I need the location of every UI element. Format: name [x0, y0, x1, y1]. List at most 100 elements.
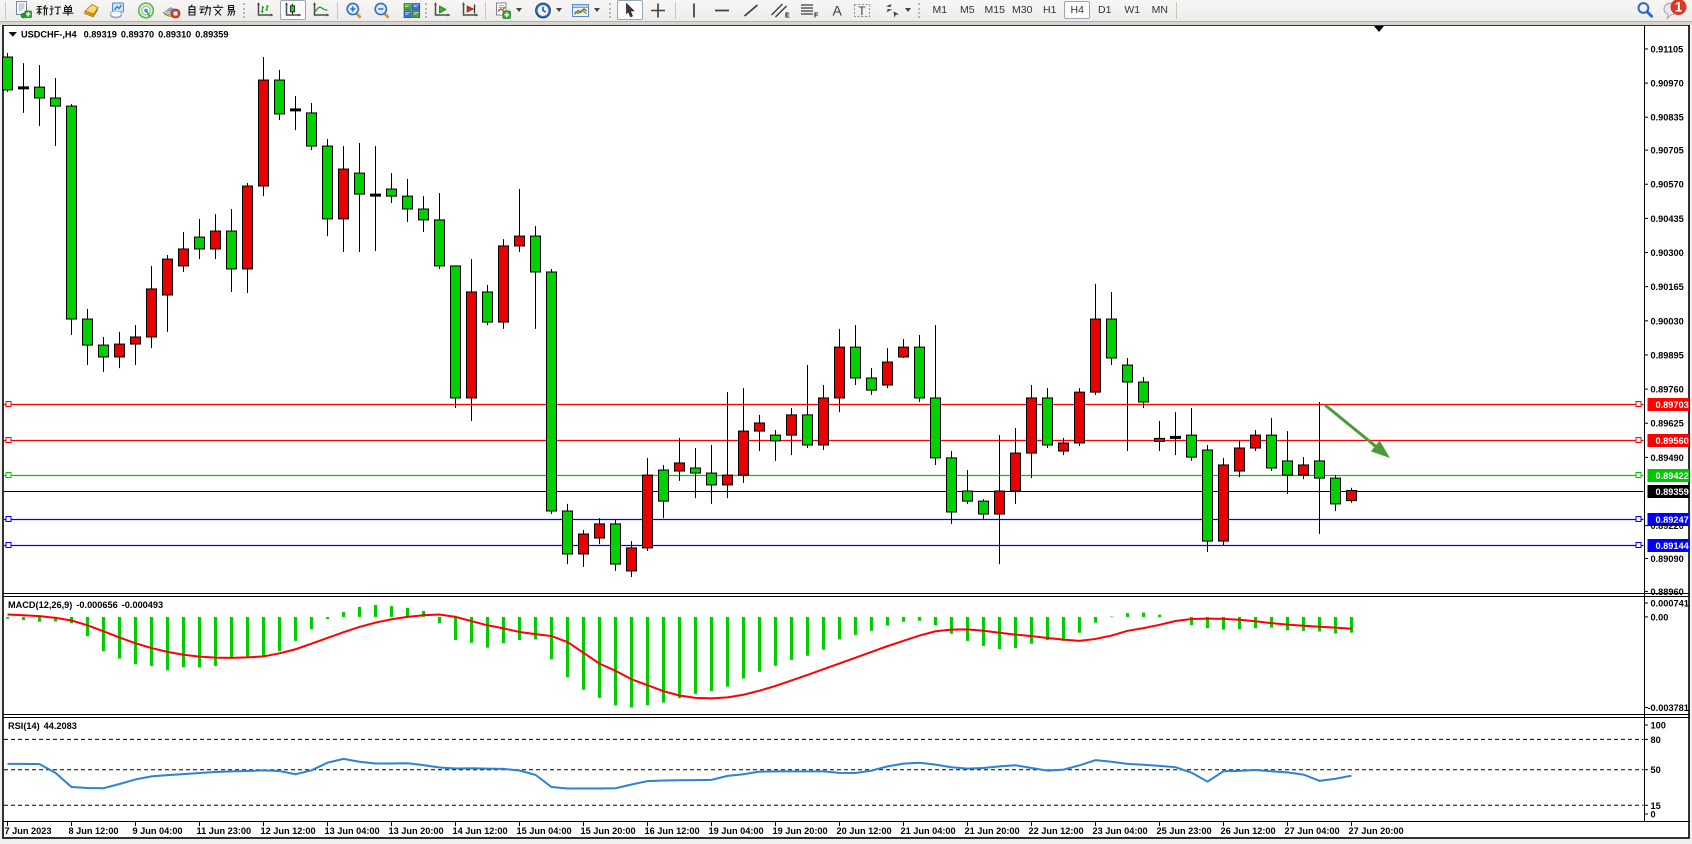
bear-candle-body	[930, 397, 941, 459]
cursor-button[interactable]	[617, 0, 643, 20]
timeframe-mn-button[interactable]: MN	[1151, 4, 1168, 16]
templates-button[interactable]	[567, 0, 603, 20]
bull-candle-body	[786, 414, 797, 436]
timeframe-w1-button[interactable]: W1	[1124, 4, 1141, 16]
trendline-button[interactable]	[738, 0, 764, 20]
candlestick	[1314, 401, 1325, 534]
candlestick	[226, 209, 237, 292]
candlestick	[642, 457, 653, 551]
arrow-down-object[interactable]	[1324, 403, 1390, 458]
bear-candle-body	[98, 344, 109, 358]
candlestick-chart-button[interactable]	[280, 0, 306, 20]
auto-scroll-button[interactable]	[429, 0, 455, 20]
toolbar-grip[interactable]	[609, 3, 614, 18]
candlestick	[482, 284, 493, 326]
horizontal-line-icon	[713, 2, 731, 19]
zoom-out-button[interactable]	[369, 0, 395, 20]
indicators-button[interactable]	[489, 0, 525, 20]
drawing-objects[interactable]	[1324, 403, 1390, 458]
time-axis-label: 20 Jun 12:00	[837, 826, 892, 836]
candlestick	[1058, 437, 1069, 456]
chart-shift-icon	[460, 1, 480, 19]
new-order-button[interactable]	[10, 0, 78, 20]
timeframe-m5-button[interactable]: M5	[959, 4, 975, 16]
notifications-button[interactable]: 1	[1658, 0, 1690, 20]
candlestick	[1234, 440, 1245, 478]
bull-candle-body	[1250, 434, 1261, 449]
bear-candle-body	[1122, 364, 1133, 383]
search-button[interactable]	[1632, 0, 1658, 20]
tile-windows-button[interactable]	[398, 0, 425, 20]
bear-candle-body	[306, 112, 317, 147]
bear-candle-body	[434, 219, 445, 267]
timeframe-h4-button[interactable]: H4	[1064, 1, 1091, 19]
line-endpoint-marker	[5, 542, 12, 548]
text-button[interactable]: A	[825, 0, 849, 20]
support-line[interactable]: 0.89247	[4, 513, 1689, 526]
candlestick	[514, 189, 525, 253]
candlestick	[34, 65, 45, 127]
candlestick	[1090, 283, 1101, 395]
price-axis-badge: 0.89359	[1647, 485, 1689, 498]
equidistant-channel-button[interactable]: E	[766, 0, 794, 20]
timeframe-m30-button[interactable]: M30	[1012, 4, 1033, 16]
bull-candle-body	[1218, 464, 1229, 542]
price-axis-label: 0.90165	[1651, 282, 1684, 292]
timeframe-h1-button[interactable]: H1	[1043, 4, 1057, 16]
toolbar-grip[interactable]	[918, 3, 923, 18]
chart-shift-button[interactable]	[457, 0, 483, 20]
bull-candle-body	[114, 343, 125, 358]
bull-candle-body	[1234, 447, 1245, 472]
timeframe-m15-button[interactable]: M15	[984, 4, 1005, 16]
bear-candle-body	[946, 457, 957, 513]
bull-candle-body	[498, 245, 509, 323]
price-axis-badge: 0.89422	[1647, 469, 1689, 482]
crosshair-button[interactable]	[645, 0, 671, 20]
candlestick-series	[2, 52, 1357, 577]
doji-candle-body	[18, 86, 29, 90]
bar-chart-button[interactable]	[252, 0, 278, 20]
toolbar-label	[186, 3, 237, 17]
periods-button[interactable]	[530, 0, 566, 20]
bull-candle-body	[994, 490, 1005, 515]
zoom-in-icon	[345, 2, 364, 19]
autotrading-button[interactable]	[161, 0, 237, 20]
bull-candle-body	[338, 168, 349, 220]
price-axis-label: 0.88960	[1651, 587, 1684, 597]
vertical-line-button[interactable]	[681, 0, 707, 20]
zoom-out-icon	[373, 2, 392, 19]
line-endpoint-marker	[1635, 542, 1642, 548]
bull-candle-body	[1074, 391, 1085, 444]
text-icon: A	[829, 2, 845, 19]
line-endpoint-marker	[5, 516, 12, 522]
bull-candle-body	[258, 79, 269, 187]
new-chart-icon	[82, 2, 102, 19]
text-label-button[interactable]: T	[849, 0, 875, 20]
candlestick	[402, 178, 413, 222]
new-chart-button[interactable]	[79, 0, 104, 20]
line-chart-button[interactable]	[308, 0, 334, 20]
symbol-dropdown-icon[interactable]	[8, 32, 18, 37]
horizontal-line-button[interactable]	[709, 0, 735, 20]
arrows-button[interactable]	[879, 0, 915, 20]
bear-candle-body	[1138, 381, 1149, 403]
toolbar-grip[interactable]	[243, 3, 248, 18]
mdi-background-strip	[0, 22, 1692, 25]
toolbar-grip[interactable]	[425, 3, 430, 18]
timeframe-d1-button[interactable]: D1	[1098, 4, 1112, 16]
svg-text:0.89703: 0.89703	[1656, 400, 1689, 410]
candlestick	[754, 414, 765, 452]
candlestick	[1202, 444, 1213, 552]
support-line[interactable]: 0.89144	[4, 539, 1690, 552]
level-line[interactable]: 0.89422	[4, 469, 1689, 482]
fibonacci-button[interactable]: F	[795, 0, 823, 20]
candlestick	[962, 470, 973, 504]
candlestick	[386, 173, 397, 203]
timeframe-m1-button[interactable]: M1	[932, 4, 948, 16]
profiles-button[interactable]	[105, 0, 131, 20]
candlestick	[162, 255, 173, 332]
signals-button[interactable]	[134, 0, 159, 20]
zoom-in-button[interactable]	[341, 0, 367, 20]
chart-title-high: 0.89370	[121, 30, 154, 40]
